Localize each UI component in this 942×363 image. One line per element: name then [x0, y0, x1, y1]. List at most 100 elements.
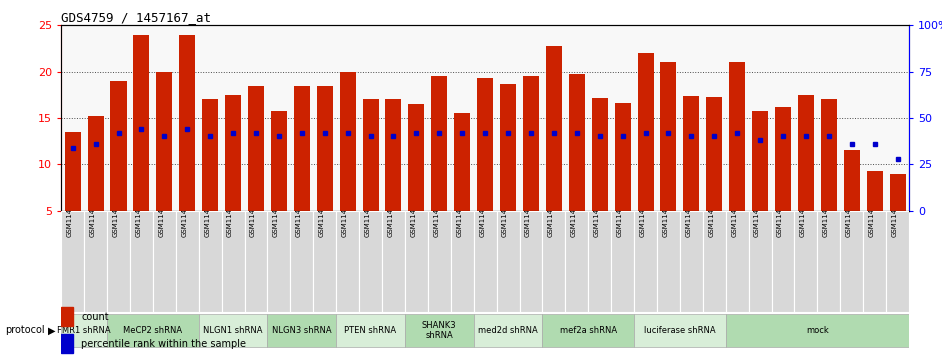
- Bar: [225, 95, 241, 211]
- Text: GSM1145764: GSM1145764: [158, 190, 164, 237]
- Bar: [268, 314, 336, 347]
- Text: GSM1145785: GSM1145785: [640, 190, 645, 237]
- Text: GSM1145768: GSM1145768: [250, 190, 256, 237]
- Text: GSM1145770: GSM1145770: [296, 190, 301, 237]
- Bar: [818, 211, 840, 312]
- Bar: [179, 35, 195, 211]
- Bar: [611, 211, 634, 312]
- Text: GSM1145771: GSM1145771: [318, 190, 325, 237]
- Text: GSM1145772: GSM1145772: [342, 190, 348, 237]
- Text: MeCP2 shRNA: MeCP2 shRNA: [123, 326, 183, 335]
- Bar: [409, 104, 425, 211]
- Text: GSM1145760: GSM1145760: [755, 190, 760, 237]
- Bar: [798, 95, 814, 211]
- Bar: [565, 211, 588, 312]
- Bar: [451, 211, 474, 312]
- Bar: [405, 211, 428, 312]
- Text: GSM1145778: GSM1145778: [479, 190, 485, 237]
- Text: GSM1145757: GSM1145757: [89, 190, 95, 237]
- Bar: [314, 211, 336, 312]
- Bar: [660, 62, 676, 211]
- Bar: [523, 76, 539, 211]
- Bar: [638, 53, 654, 211]
- Bar: [61, 307, 73, 326]
- Bar: [84, 211, 107, 312]
- Text: GSM1145777: GSM1145777: [456, 190, 463, 237]
- Bar: [88, 116, 104, 211]
- Text: GSM1145783: GSM1145783: [593, 190, 600, 237]
- Text: GSM1145944: GSM1145944: [891, 190, 898, 237]
- Text: GSM1145773: GSM1145773: [365, 190, 370, 237]
- Bar: [729, 62, 745, 211]
- Text: mock: mock: [806, 326, 829, 335]
- Bar: [61, 211, 84, 312]
- Bar: [336, 314, 405, 347]
- Text: med2d shRNA: med2d shRNA: [479, 326, 538, 335]
- Bar: [359, 211, 382, 312]
- Text: GSM1145765: GSM1145765: [181, 190, 187, 237]
- Bar: [245, 211, 268, 312]
- Bar: [749, 211, 771, 312]
- Bar: [867, 171, 883, 211]
- Bar: [706, 97, 723, 211]
- Bar: [199, 314, 268, 347]
- Text: percentile rank within the sample: percentile rank within the sample: [81, 339, 246, 349]
- Bar: [545, 46, 561, 211]
- Bar: [340, 72, 356, 211]
- Bar: [65, 132, 81, 211]
- Bar: [156, 72, 172, 211]
- Text: GSM1145782: GSM1145782: [571, 190, 577, 237]
- Bar: [271, 111, 287, 211]
- Bar: [61, 314, 107, 347]
- Text: luciferase shRNA: luciferase shRNA: [644, 326, 716, 335]
- Bar: [382, 211, 405, 312]
- Bar: [844, 150, 860, 211]
- Text: GSM1145759: GSM1145759: [136, 190, 141, 237]
- Bar: [454, 113, 470, 211]
- Bar: [775, 107, 791, 211]
- Bar: [592, 98, 608, 211]
- Bar: [385, 99, 401, 211]
- Text: GSM1145769: GSM1145769: [273, 190, 279, 237]
- Text: GSM1145762: GSM1145762: [800, 190, 806, 237]
- Text: GSM1145758: GSM1145758: [112, 190, 119, 237]
- Text: mef2a shRNA: mef2a shRNA: [560, 326, 617, 335]
- Bar: [771, 211, 794, 312]
- Bar: [431, 76, 447, 211]
- Bar: [703, 211, 725, 312]
- Bar: [336, 211, 359, 312]
- Bar: [543, 314, 634, 347]
- Text: GSM1145781: GSM1145781: [548, 190, 554, 237]
- Bar: [657, 211, 680, 312]
- Bar: [889, 174, 905, 211]
- Bar: [863, 211, 886, 312]
- Bar: [268, 211, 290, 312]
- Bar: [363, 99, 379, 211]
- Bar: [107, 211, 130, 312]
- Bar: [474, 314, 543, 347]
- Bar: [317, 86, 333, 211]
- Bar: [725, 314, 909, 347]
- Text: NLGN1 shRNA: NLGN1 shRNA: [203, 326, 263, 335]
- Text: GSM1145789: GSM1145789: [731, 190, 738, 237]
- Bar: [176, 211, 199, 312]
- Text: GSM1145942: GSM1145942: [846, 190, 852, 237]
- Bar: [477, 78, 494, 211]
- Bar: [886, 211, 909, 312]
- Bar: [203, 99, 219, 211]
- Text: GSM1145943: GSM1145943: [869, 190, 875, 237]
- Text: GSM1145784: GSM1145784: [617, 190, 623, 237]
- Bar: [290, 211, 314, 312]
- Bar: [130, 211, 153, 312]
- Text: GSM1145776: GSM1145776: [433, 190, 439, 237]
- Text: count: count: [81, 311, 108, 322]
- Bar: [134, 35, 150, 211]
- Bar: [794, 211, 818, 312]
- Text: ▶: ▶: [48, 325, 56, 335]
- Bar: [569, 74, 585, 211]
- Bar: [725, 211, 749, 312]
- Bar: [588, 211, 611, 312]
- Text: FMR1 shRNA: FMR1 shRNA: [57, 326, 111, 335]
- Bar: [543, 211, 565, 312]
- Text: GSM1145761: GSM1145761: [777, 190, 783, 237]
